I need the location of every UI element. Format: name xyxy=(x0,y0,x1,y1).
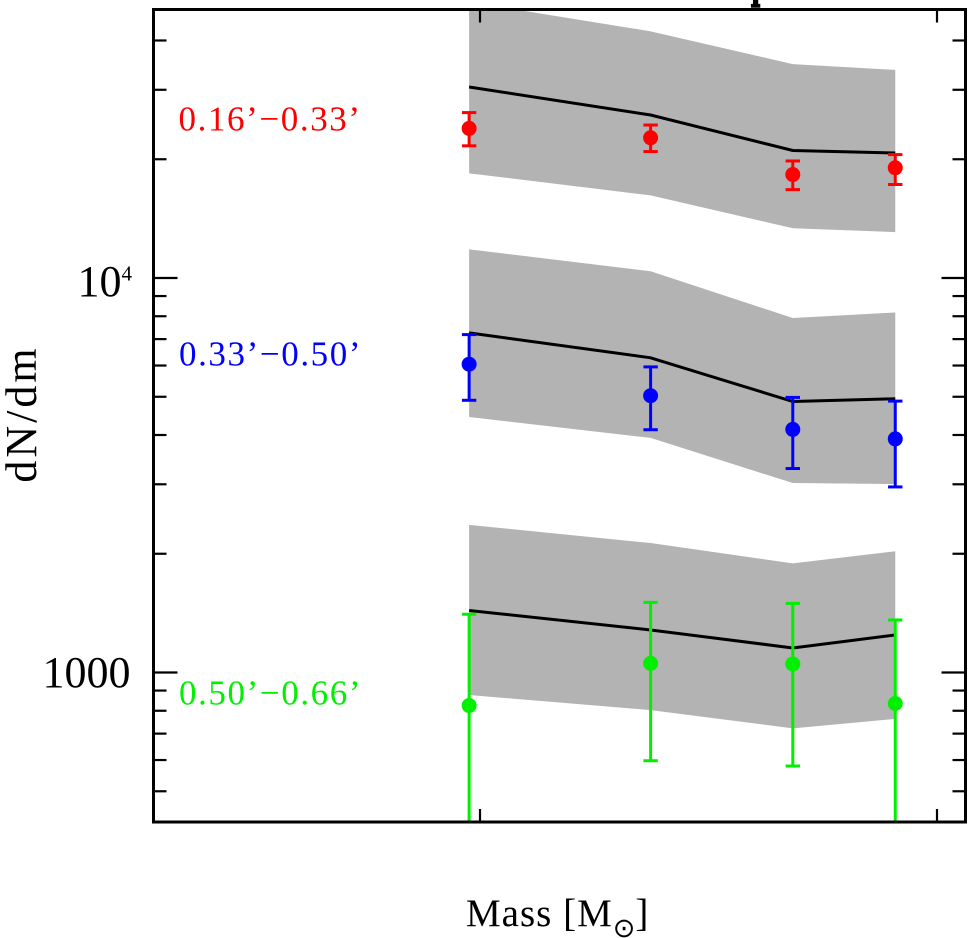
data-series-1 xyxy=(461,333,903,489)
data-series-2 xyxy=(461,600,903,821)
confidence-band-0 xyxy=(469,11,896,233)
data-series-0 xyxy=(461,111,903,192)
plot-area xyxy=(461,11,903,821)
y-tick-label-1000: 1000 xyxy=(42,647,131,697)
model-line-1 xyxy=(468,331,896,404)
cropped-title-glyph xyxy=(750,0,761,8)
y-axis-title: dN/dm xyxy=(0,345,46,483)
x-axis-title: Mass [M⊙] xyxy=(466,894,649,938)
model-line-2 xyxy=(468,609,896,650)
y-tick-label-1e4: 104 xyxy=(77,256,133,306)
sun-symbol: ⊙ xyxy=(612,912,636,938)
axes-frame xyxy=(152,8,967,824)
model-line-0 xyxy=(468,85,896,155)
confidence-band-2 xyxy=(469,524,896,729)
y-tick-exponent: 4 xyxy=(121,261,133,286)
series-label-inner-annulus: 0.16’−0.33’ xyxy=(178,99,362,139)
series-label-outer-annulus: 0.50’−0.66’ xyxy=(178,673,363,713)
series-label-middle-annulus: 0.33’−0.50’ xyxy=(178,334,363,374)
